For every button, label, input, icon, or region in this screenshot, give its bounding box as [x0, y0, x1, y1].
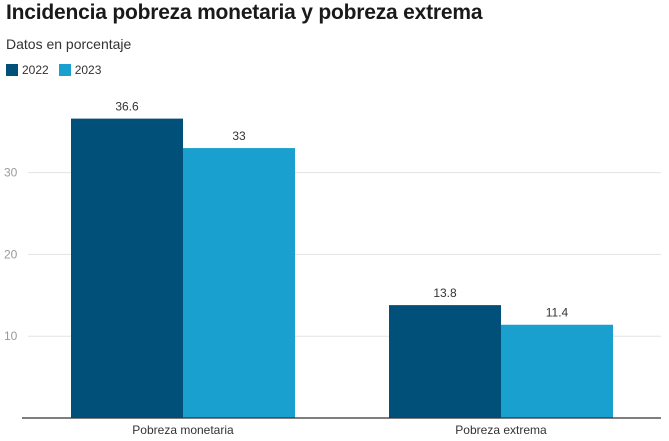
y-tick-label-10: 10: [4, 329, 18, 343]
chart-subtitle: Datos en porcentaje: [6, 36, 132, 52]
legend-swatch-2023: [58, 64, 71, 76]
data-label-2023-1: 11.4: [546, 306, 569, 320]
bar-2022-1: [389, 305, 501, 418]
chart-legend: 2022 2023: [6, 63, 111, 77]
data-label-2022-1: 13.8: [433, 286, 457, 300]
data-label-2023-0: 33: [232, 129, 246, 143]
legend-item-2023[interactable]: 2023: [58, 63, 102, 77]
chart-title: Incidencia pobreza monetaria y pobreza e…: [6, 1, 483, 24]
y-tick-label-30: 30: [4, 166, 18, 180]
x-category-label-1: Pobreza extrema: [455, 423, 547, 437]
legend-label-2022: 2022: [22, 63, 49, 77]
x-category-label-0: Pobreza monetaria: [132, 423, 234, 437]
bar-2022-0: [71, 118, 183, 418]
bar-2023-1: [501, 324, 613, 418]
legend-item-2022[interactable]: 2022: [6, 63, 49, 77]
data-label-2022-0: 36.6: [115, 100, 139, 114]
legend-label-2023: 2023: [74, 63, 102, 77]
y-tick-label-20: 20: [4, 247, 18, 261]
bar-2023-0: [183, 148, 295, 418]
legend-swatch-2022: [6, 64, 18, 76]
